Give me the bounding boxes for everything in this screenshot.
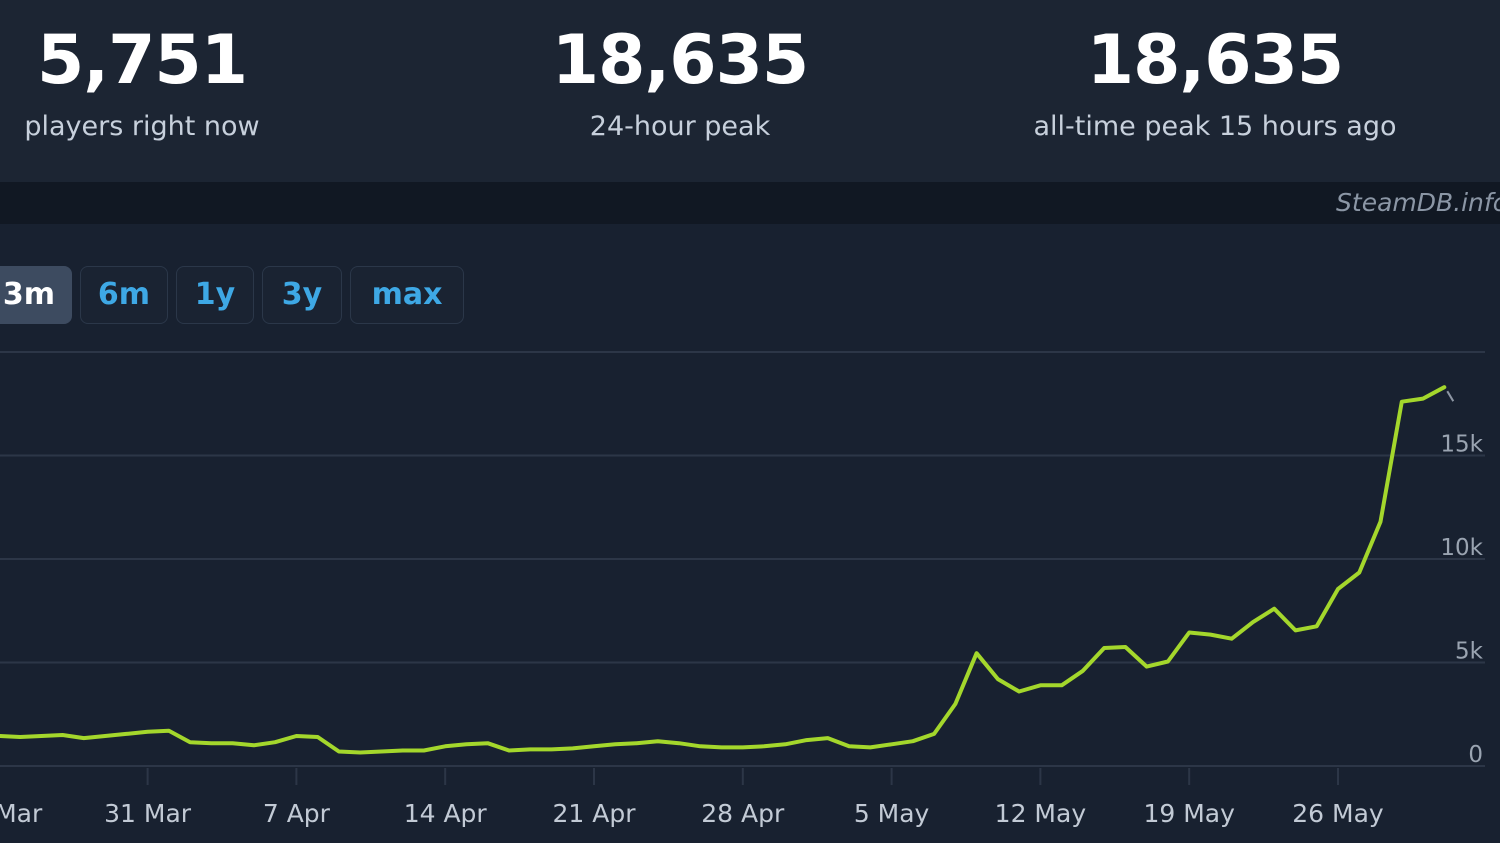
x-tick-label-10: 26 May <box>1292 799 1384 828</box>
stat-all-time-peak-label: all-time peak 15 hours ago <box>1033 111 1397 142</box>
x-tick-label-2: 31 Mar <box>104 799 192 828</box>
steamdb-watermark: SteamDB.info <box>1336 188 1500 217</box>
x-tick-label-7: 5 May <box>854 799 930 828</box>
range-button-1y[interactable]: 1y <box>176 266 254 324</box>
range-button-max[interactable]: max <box>350 266 464 324</box>
stat-24h-peak: 18,635 24-hour peak <box>530 20 830 144</box>
y-tick-label-10k: 10k <box>1440 535 1483 561</box>
x-tick-label-1: 24 Mar <box>0 799 43 828</box>
series-end-marker-0 <box>1446 390 1455 402</box>
chart-area <box>0 224 1500 843</box>
x-tick-label-8: 12 May <box>995 799 1087 828</box>
range-button-6m[interactable]: 6m <box>80 266 168 324</box>
stat-current-players-value: 5,751 <box>36 21 248 100</box>
stats-header: 5,751 players right now 18,635 24-hour p… <box>0 0 1500 182</box>
range-button-3y[interactable]: 3y <box>262 266 342 324</box>
stat-all-time-peak-value: 18,635 <box>1086 21 1344 100</box>
x-tick-label-4: 14 Apr <box>404 799 488 828</box>
x-tick-label-9: 19 May <box>1143 799 1235 828</box>
chart-header-band <box>0 182 1500 224</box>
y-tick-label-5k: 5k <box>1455 639 1484 665</box>
series-line-0 <box>0 385 1447 755</box>
stat-24h-peak-value: 18,635 <box>551 21 809 100</box>
x-tick-label-6: 28 Apr <box>701 799 785 828</box>
stat-24h-peak-label: 24-hour peak <box>589 111 771 142</box>
x-tick-label-5: 21 Apr <box>552 799 636 828</box>
stat-all-time-peak: 18,635 all-time peak 15 hours ago <box>1010 20 1420 144</box>
y-tick-label-15k: 15k <box>1440 432 1483 458</box>
range-button-3m[interactable]: 3m <box>0 266 72 324</box>
x-tick-label-3: 7 Apr <box>263 799 331 828</box>
y-tick-label-0: 0 <box>1468 742 1483 768</box>
stat-current-players: 5,751 players right now <box>12 20 272 144</box>
stat-current-players-label: players right now <box>24 111 260 142</box>
